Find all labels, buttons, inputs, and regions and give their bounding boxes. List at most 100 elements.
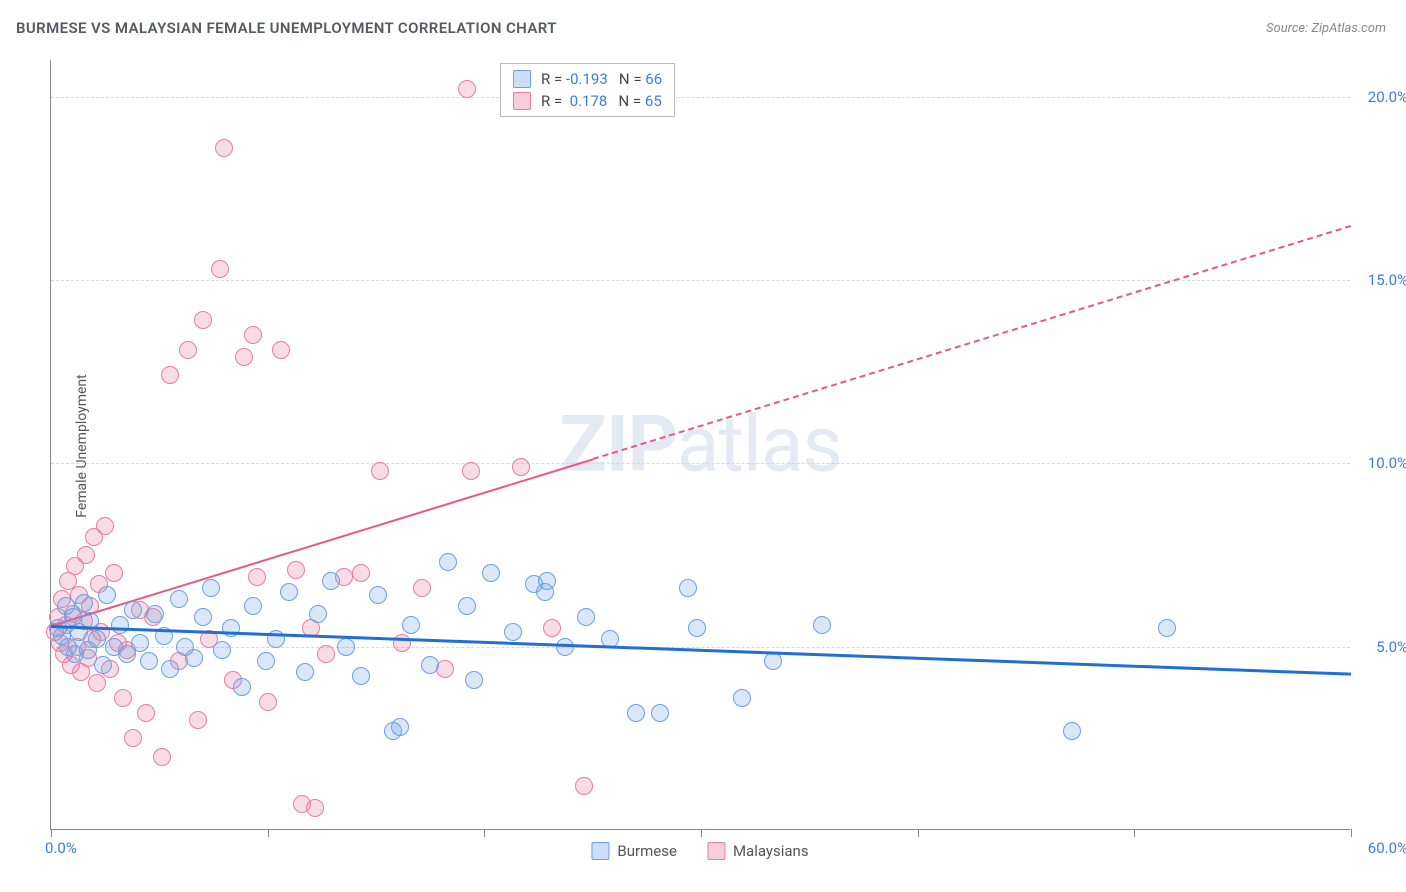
x-tick bbox=[701, 829, 702, 837]
data-point-malaysians bbox=[194, 311, 212, 329]
data-point-malaysians bbox=[124, 729, 142, 747]
r-label: R = bbox=[541, 92, 566, 110]
series-legend: Burmese Malaysians bbox=[591, 842, 808, 860]
data-point-malaysians bbox=[96, 517, 114, 535]
x-tick bbox=[51, 829, 52, 837]
data-point-burmese bbox=[222, 619, 240, 637]
data-point-burmese bbox=[202, 579, 220, 597]
r-value: 0.178 bbox=[570, 92, 608, 110]
data-point-burmese bbox=[465, 671, 483, 689]
y-tick-label: 5.0% bbox=[1376, 638, 1406, 656]
data-point-malaysians bbox=[244, 326, 262, 344]
n-value: 66 bbox=[645, 70, 662, 88]
y-tick-label: 15.0% bbox=[1368, 271, 1406, 289]
legend-row-burmese: R = -0.193 N = 66 bbox=[513, 68, 662, 90]
source-name: ZipAtlas.com bbox=[1311, 21, 1386, 36]
r-label: R = bbox=[541, 70, 566, 88]
data-point-burmese bbox=[185, 649, 203, 667]
data-point-malaysians bbox=[512, 458, 530, 476]
data-point-burmese bbox=[556, 638, 574, 656]
swatch-burmese bbox=[591, 842, 609, 860]
data-point-malaysians bbox=[114, 689, 132, 707]
data-point-burmese bbox=[213, 641, 231, 659]
data-point-malaysians bbox=[287, 561, 305, 579]
data-point-malaysians bbox=[458, 80, 476, 98]
data-point-burmese bbox=[75, 594, 93, 612]
x-tick-label: 0.0% bbox=[45, 839, 77, 857]
data-point-burmese bbox=[233, 678, 251, 696]
data-point-burmese bbox=[369, 586, 387, 604]
data-point-burmese bbox=[337, 638, 355, 656]
legend-row-malaysians: R = 0.178 N = 65 bbox=[513, 90, 662, 112]
data-point-malaysians bbox=[137, 704, 155, 722]
swatch-burmese bbox=[513, 70, 531, 88]
data-point-burmese bbox=[679, 579, 697, 597]
legend-malaysians-stats: R = 0.178 N = 65 bbox=[541, 92, 662, 110]
data-point-burmese bbox=[296, 663, 314, 681]
n-label: N = bbox=[619, 92, 645, 110]
data-point-burmese bbox=[1158, 619, 1176, 637]
legend-burmese-stats: R = -0.193 N = 66 bbox=[541, 70, 662, 88]
data-point-malaysians bbox=[189, 711, 207, 729]
data-point-burmese bbox=[194, 608, 212, 626]
watermark-atlas: atlas bbox=[677, 399, 842, 490]
x-tick bbox=[918, 829, 919, 837]
data-point-burmese bbox=[131, 634, 149, 652]
data-point-malaysians bbox=[413, 579, 431, 597]
data-point-burmese bbox=[391, 718, 409, 736]
x-tick bbox=[1134, 829, 1135, 837]
data-point-burmese bbox=[244, 597, 262, 615]
data-point-malaysians bbox=[272, 341, 290, 359]
data-point-malaysians bbox=[211, 260, 229, 278]
n-value: 65 bbox=[645, 92, 662, 110]
data-point-burmese bbox=[813, 616, 831, 634]
chart-area: ZIPatlas 5.0%10.0%15.0%20.0%0.0%60.0% R … bbox=[50, 60, 1350, 830]
data-point-burmese bbox=[88, 630, 106, 648]
chart-header: BURMESE VS MALAYSIAN FEMALE UNEMPLOYMENT… bbox=[0, 0, 1406, 48]
data-point-burmese bbox=[309, 605, 327, 623]
correlation-legend: R = -0.193 N = 66 R = 0.178 N = 65 bbox=[500, 63, 675, 117]
data-point-malaysians bbox=[371, 462, 389, 480]
legend-label-malaysians: Malaysians bbox=[733, 842, 809, 860]
data-point-burmese bbox=[98, 586, 116, 604]
data-point-malaysians bbox=[462, 462, 480, 480]
data-point-malaysians bbox=[259, 693, 277, 711]
data-point-burmese bbox=[504, 623, 522, 641]
data-point-malaysians bbox=[77, 546, 95, 564]
data-point-burmese bbox=[146, 605, 164, 623]
data-point-burmese bbox=[538, 572, 556, 590]
data-point-burmese bbox=[170, 590, 188, 608]
data-point-burmese bbox=[257, 652, 275, 670]
data-point-burmese bbox=[111, 616, 129, 634]
data-point-burmese bbox=[140, 652, 158, 670]
source-prefix: Source: bbox=[1266, 21, 1311, 36]
x-tick bbox=[1351, 829, 1352, 837]
y-tick-label: 10.0% bbox=[1368, 454, 1406, 472]
gridline bbox=[51, 647, 1350, 648]
data-point-burmese bbox=[421, 656, 439, 674]
data-point-burmese bbox=[94, 656, 112, 674]
data-point-burmese bbox=[764, 652, 782, 670]
data-point-burmese bbox=[352, 667, 370, 685]
swatch-malaysians bbox=[513, 92, 531, 110]
data-point-burmese bbox=[651, 704, 669, 722]
data-point-burmese bbox=[577, 608, 595, 626]
gridline bbox=[51, 463, 1350, 464]
data-point-burmese bbox=[322, 572, 340, 590]
n-label: N = bbox=[619, 70, 645, 88]
data-point-malaysians bbox=[543, 619, 561, 637]
watermark-zip: ZIP bbox=[559, 399, 676, 490]
source-attribution: Source: ZipAtlas.com bbox=[1266, 21, 1386, 36]
trendline-malaysians-dashed bbox=[592, 225, 1351, 460]
data-point-malaysians bbox=[161, 366, 179, 384]
watermark: ZIPatlas bbox=[559, 399, 841, 490]
data-point-burmese bbox=[439, 553, 457, 571]
legend-item-malaysians: Malaysians bbox=[707, 842, 809, 860]
data-point-burmese bbox=[733, 689, 751, 707]
data-point-malaysians bbox=[215, 139, 233, 157]
legend-item-burmese: Burmese bbox=[591, 842, 677, 860]
chart-title: BURMESE VS MALAYSIAN FEMALE UNEMPLOYMENT… bbox=[16, 19, 557, 37]
data-point-malaysians bbox=[317, 645, 335, 663]
y-tick-label: 20.0% bbox=[1368, 88, 1406, 106]
r-value: -0.193 bbox=[566, 70, 608, 88]
